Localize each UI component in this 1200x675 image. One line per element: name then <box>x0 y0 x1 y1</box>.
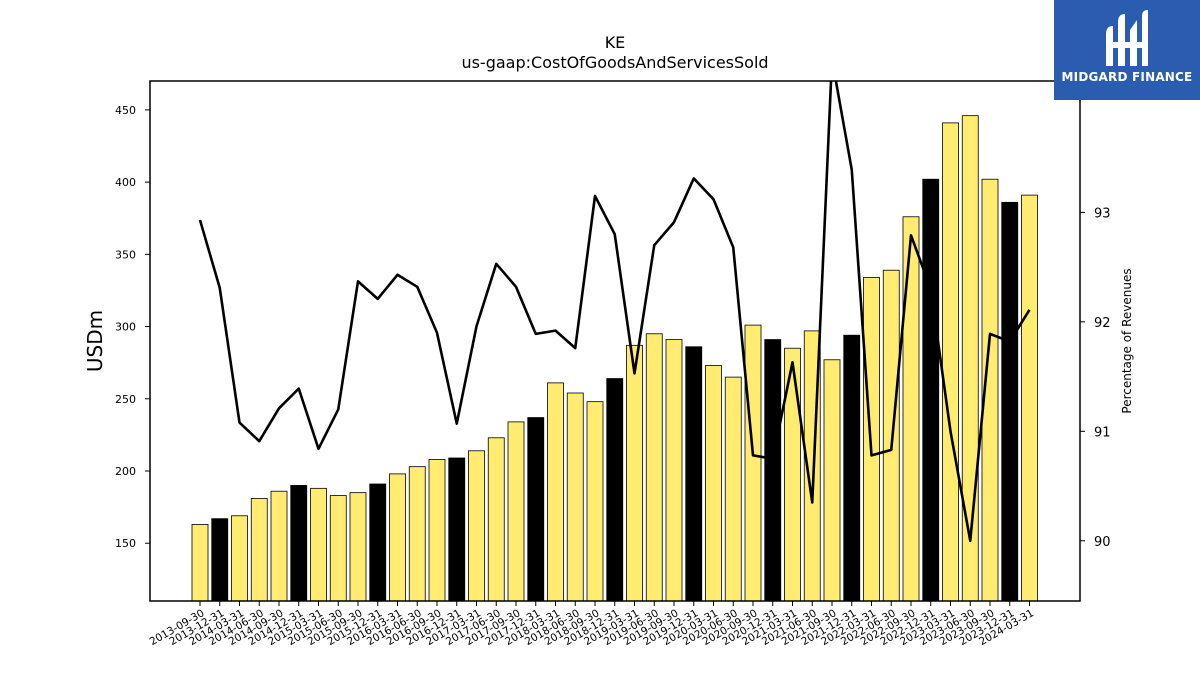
y-tick-label: 350 <box>115 248 136 261</box>
y-axis-label-right: Percentage of Revenues <box>1120 268 1134 413</box>
y-right-tick-label: 90 <box>1094 535 1111 550</box>
y-tick-label: 150 <box>115 537 136 550</box>
bar <box>882 269 900 602</box>
bar <box>547 382 564 602</box>
bar <box>764 339 782 602</box>
bar <box>902 216 920 602</box>
bar <box>487 437 505 602</box>
bar <box>724 376 742 602</box>
bar <box>922 178 940 602</box>
chart-title: KE <box>605 33 626 52</box>
bar <box>823 359 841 602</box>
bar <box>586 401 604 602</box>
bar <box>527 417 545 602</box>
logo-text: MIDGARD FINANCE <box>1061 70 1193 84</box>
bar <box>349 492 367 602</box>
bar <box>270 490 288 602</box>
y-right-tick-label: 91 <box>1094 425 1111 440</box>
bar <box>843 334 861 602</box>
bar <box>389 473 406 602</box>
bar <box>665 339 683 602</box>
bar <box>744 324 762 602</box>
y-axis-right: 90 91 92 93 <box>1080 206 1111 550</box>
bar <box>606 378 624 602</box>
bar <box>468 450 485 602</box>
bar <box>942 122 959 602</box>
bar <box>1001 201 1019 602</box>
bar <box>428 459 446 602</box>
bar <box>705 365 722 602</box>
bar <box>250 498 268 602</box>
y-tick-label: 200 <box>115 465 136 478</box>
percentage-line <box>198 81 1031 543</box>
y-right-tick-label: 92 <box>1094 316 1111 331</box>
bar-group <box>191 115 1038 602</box>
y-tick-label: 400 <box>115 176 136 189</box>
bar <box>310 487 327 602</box>
bar <box>408 466 426 602</box>
midgard-finance-logo: MIDGARD FINANCE <box>1054 0 1200 100</box>
bar <box>685 346 703 602</box>
y-tick-label: 450 <box>115 104 136 117</box>
bar <box>290 485 308 602</box>
y-axis-label-left: USDm <box>83 310 107 372</box>
bar <box>329 495 347 602</box>
y-right-tick-label: 93 <box>1094 206 1111 221</box>
chart-subtitle: us-gaap:CostOfGoodsAndServicesSold <box>461 53 768 72</box>
bar <box>626 344 643 602</box>
y-tick-label: 300 <box>115 321 136 334</box>
x-axis: 2013-09-302013-12-312014-03-312014-06-30… <box>148 601 1036 648</box>
line-group <box>198 81 1031 543</box>
bar <box>566 392 584 602</box>
bar <box>211 518 229 602</box>
bar <box>231 515 248 602</box>
midgard-m-logo-icon <box>1106 10 1148 66</box>
y-tick-label: 250 <box>115 393 136 406</box>
bar <box>191 524 209 602</box>
bar <box>1021 194 1038 602</box>
y-axis-left: 150 200 250 300 350 400 450 <box>115 104 150 550</box>
bar <box>448 457 466 602</box>
bar <box>369 483 387 602</box>
bar <box>507 421 525 602</box>
bar <box>645 333 663 602</box>
